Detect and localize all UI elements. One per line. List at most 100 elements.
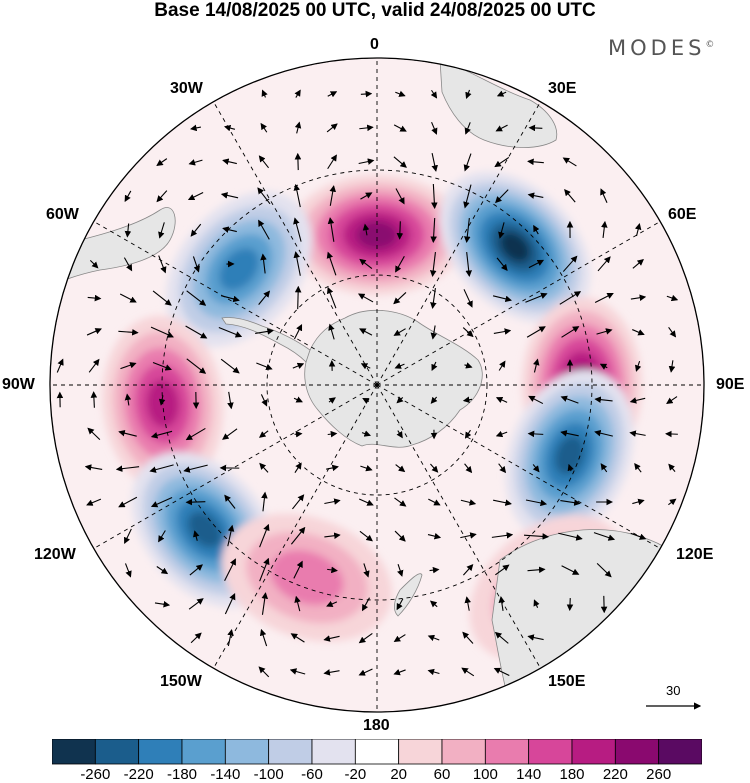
wind-arrow [498, 360, 506, 371]
wind-arrow [600, 188, 608, 204]
wind-arrow [360, 363, 371, 370]
copyright-mark: © [705, 40, 715, 50]
wind-arrow [187, 192, 204, 201]
wind-arrow [559, 291, 582, 305]
wind-arrow [260, 122, 268, 133]
wind-arrow [564, 189, 576, 203]
wind-arrow [329, 185, 337, 206]
wind-arrow [396, 221, 404, 240]
wind-arrow [566, 598, 574, 612]
wind-arrow [327, 566, 338, 574]
wind-arrow [222, 428, 238, 440]
wind-arrow [525, 292, 548, 303]
wind-arrow [360, 90, 373, 98]
wind-arrow [630, 532, 647, 540]
wind-arrow [86, 498, 102, 506]
wind-arrow [462, 564, 474, 576]
anomaly-level [219, 248, 259, 291]
wind-arrow [224, 494, 236, 509]
wind-arrow [158, 395, 166, 406]
colorbar-tick-label: 60 [433, 766, 451, 783]
wind-arrow [84, 464, 103, 471]
wind-arrow [261, 592, 269, 615]
wind-arrow [326, 251, 337, 276]
wind-arrow [493, 499, 512, 506]
wind-arrow [430, 217, 437, 244]
wind-arrow [87, 294, 102, 302]
wind-arrow [192, 530, 200, 541]
colorbar-segment [398, 739, 443, 765]
wind-arrow [523, 533, 550, 540]
wind-arrow [124, 563, 132, 578]
wind-arrow [561, 326, 580, 338]
wind-arrow [430, 287, 437, 310]
wind-arrow [629, 430, 646, 437]
wind-arrow [393, 124, 407, 132]
antarctic-peninsula [221, 317, 311, 363]
wind-arrow [630, 294, 647, 302]
wind-arrow [397, 563, 404, 577]
wind-arrow [527, 634, 544, 641]
wind-arrow [463, 289, 473, 308]
lon-label-0: 0 [370, 36, 379, 53]
wind-arrow [567, 463, 574, 472]
wind-arrow [496, 257, 508, 271]
wind-arrow [293, 560, 303, 579]
wind-arrow [532, 464, 540, 473]
wind-arrow [395, 188, 405, 205]
wind-arrow [328, 397, 336, 404]
wind-arrow [668, 498, 677, 506]
wind-arrow [359, 258, 373, 269]
wind-arrow [118, 429, 137, 437]
wind-arrow [430, 89, 438, 99]
wind-arrow [634, 462, 642, 473]
wind-arrow [90, 391, 98, 408]
wind-arrow [124, 393, 132, 406]
wind-arrow [258, 290, 271, 305]
wind-arrow [527, 430, 544, 438]
wind-arrow [600, 463, 608, 473]
wind-arrow [496, 90, 507, 97]
wind-arrow [594, 293, 614, 303]
wind-arrow [190, 124, 202, 132]
wind-arrow [599, 363, 608, 370]
wind-arrow [192, 256, 200, 273]
wind-arrow [525, 499, 548, 507]
lon-label-120e: 120E [676, 546, 714, 563]
wind-arrow [393, 634, 406, 643]
wind-arrow [362, 397, 370, 404]
wind-arrow [528, 124, 543, 132]
wind-arrow [292, 362, 305, 369]
wind-arrow [464, 596, 472, 611]
wind-arrow [430, 396, 438, 404]
colorbar-segment [52, 739, 96, 765]
colorbar-tick-label: 140 [516, 766, 542, 783]
wind-arrow [218, 327, 243, 338]
meridian-line [376, 219, 664, 386]
wind-arrow [326, 600, 338, 607]
wind-arrow [634, 222, 642, 237]
wind-arrow [118, 329, 139, 336]
anomaly-level [356, 221, 398, 249]
wind-arrow [533, 599, 540, 608]
wind-arrow [89, 259, 99, 269]
wind-arrow [463, 153, 472, 172]
wind-arrow [561, 565, 580, 575]
meridian-line [211, 98, 378, 386]
lon-label-90w: 90W [2, 376, 35, 393]
wind-arrow [259, 462, 269, 473]
wind-arrow [495, 124, 508, 132]
wind-arrow [186, 358, 207, 374]
colorbar-tick-label: -180 [166, 766, 198, 783]
colorbar-tick-label: -140 [210, 766, 241, 783]
wind-arrow [495, 430, 508, 438]
wind-arrow [150, 326, 174, 338]
wind-arrow [152, 361, 172, 371]
wind-arrow [596, 563, 612, 578]
wind-arrow [428, 498, 441, 506]
wind-arrow [533, 224, 540, 235]
wind-arrow [158, 530, 166, 543]
colorbar-segment [311, 739, 356, 765]
lon-label-30w: 30W [170, 80, 203, 97]
wind-arrow [260, 253, 267, 274]
